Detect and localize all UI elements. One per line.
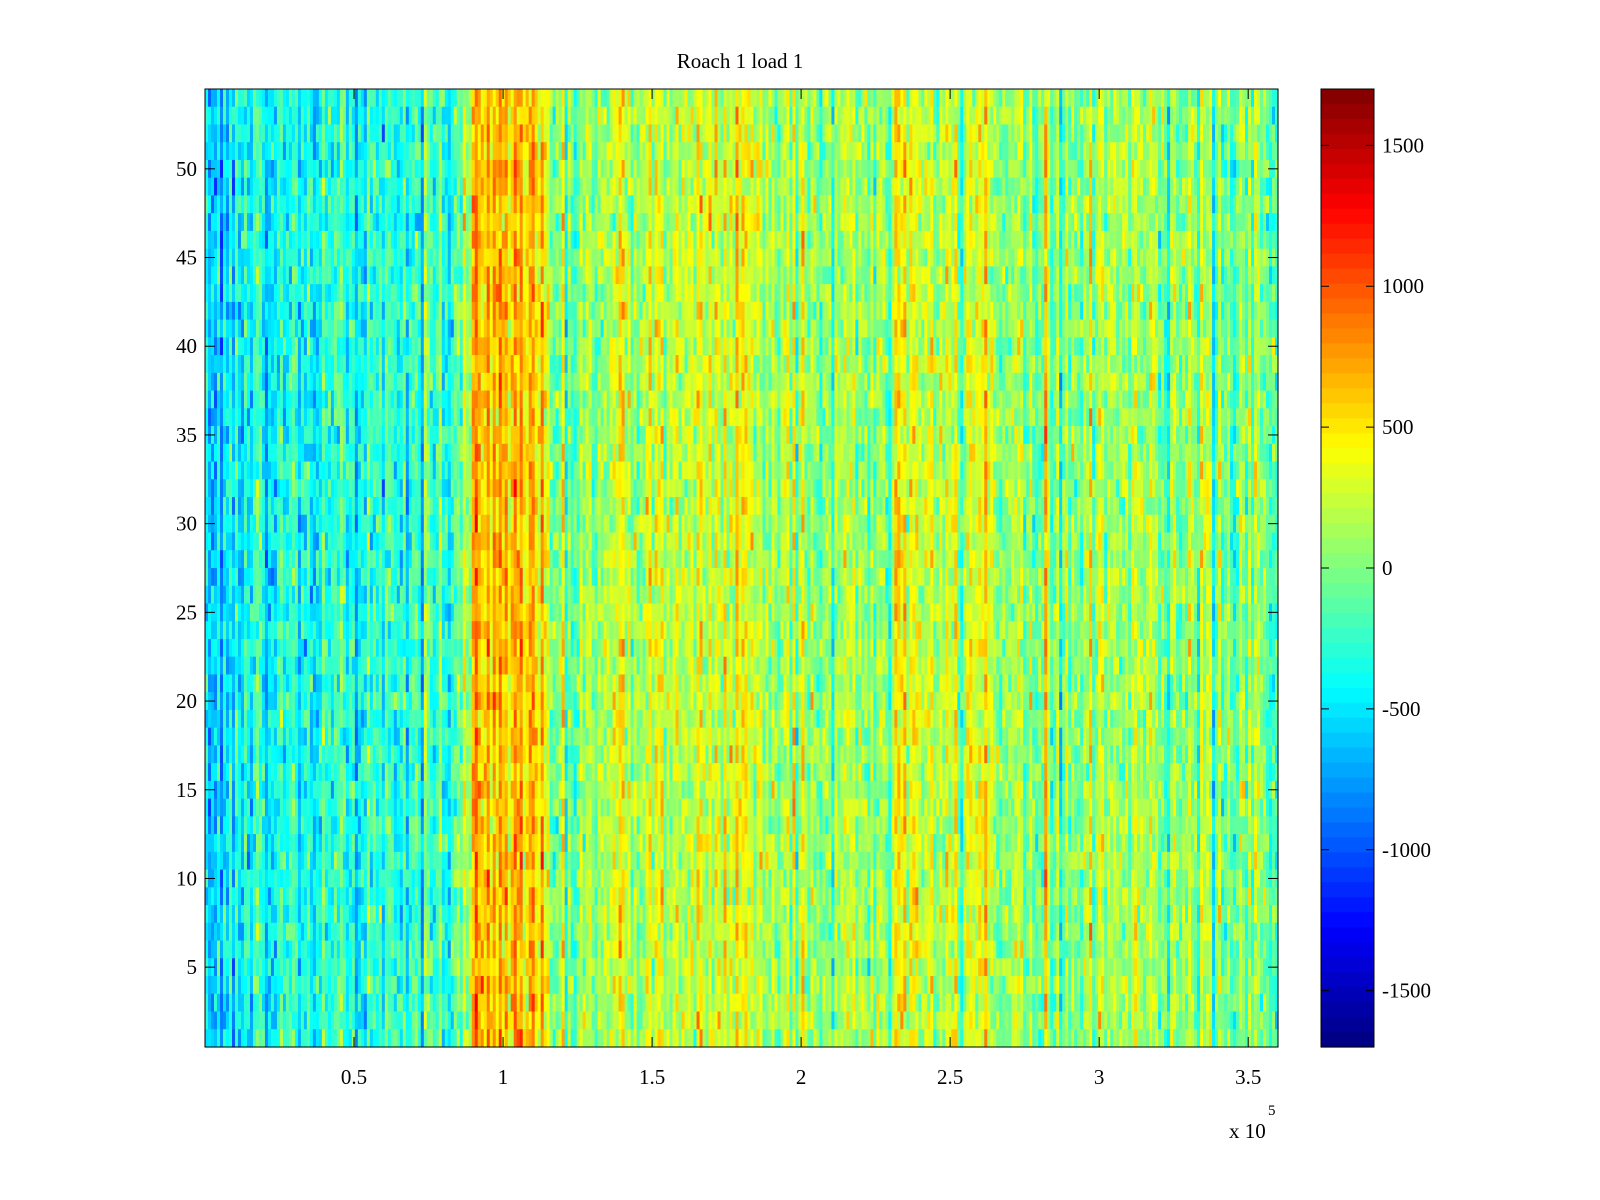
chart-title: Roach 1 load 1 (677, 49, 804, 73)
heatmap-cells (205, 89, 1279, 1048)
